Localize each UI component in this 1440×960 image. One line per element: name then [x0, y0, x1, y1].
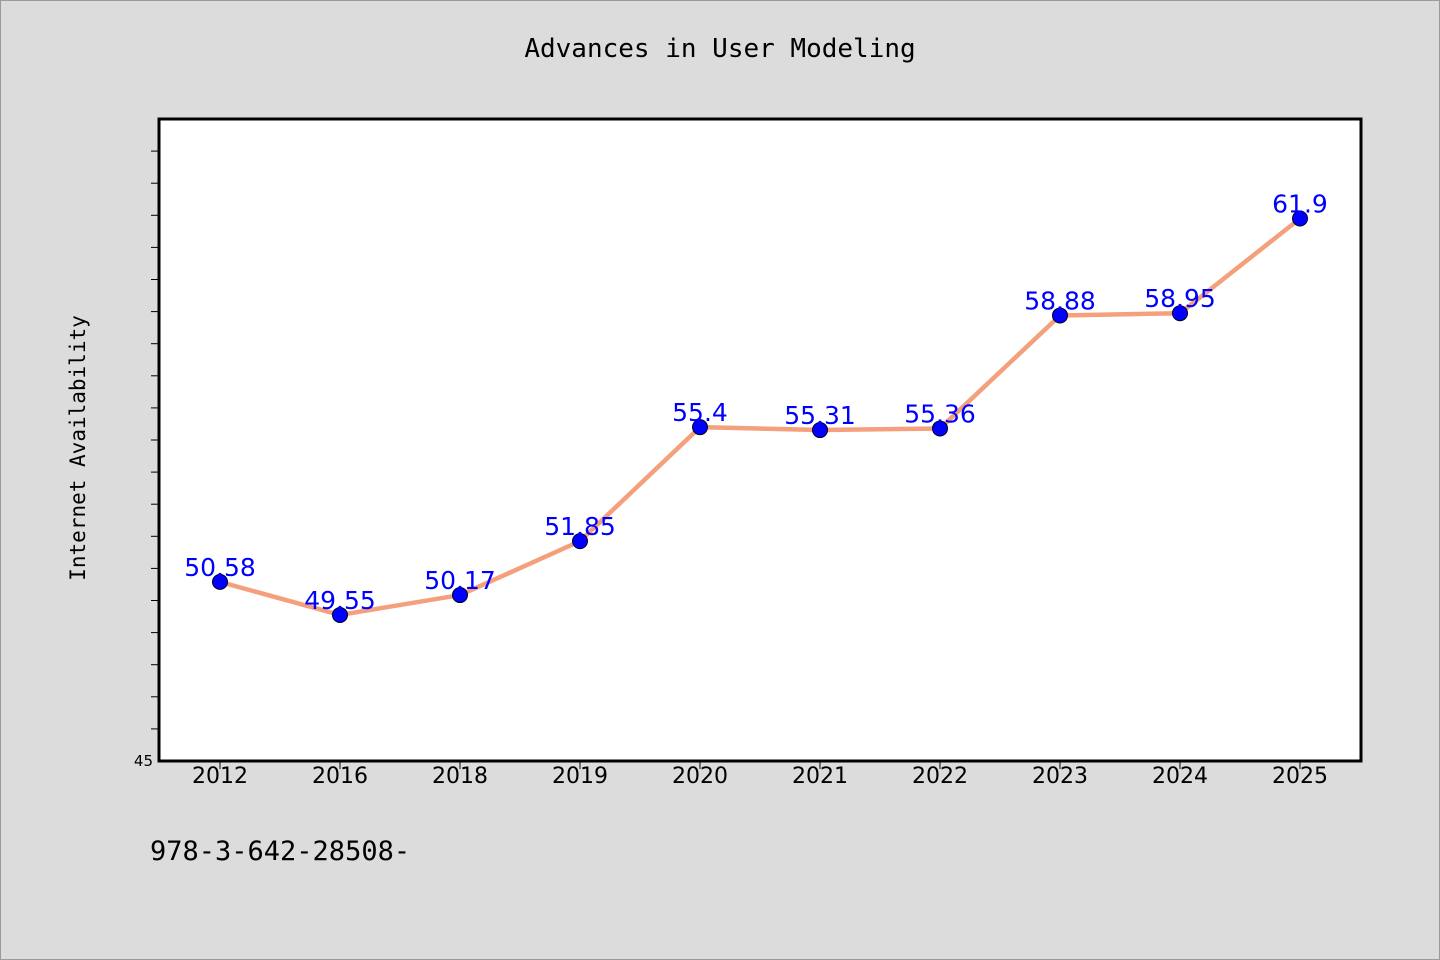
x-tick-label: 2016	[312, 764, 368, 789]
data-label: 61.9	[1272, 190, 1328, 219]
x-tick-label: 2019	[552, 764, 608, 789]
data-point	[332, 606, 348, 623]
data-label: 55.31	[784, 401, 856, 430]
x-tick-label: 2022	[912, 764, 968, 789]
y-axis-ticks: 45	[134, 150, 159, 770]
x-tick-label: 2024	[1152, 764, 1208, 789]
plot-area	[157, 117, 1363, 763]
x-axis-ticks: 2012 2016 2018 2019 2020 2021 2022 2023 2024 2025	[192, 761, 1328, 789]
data-point	[452, 587, 468, 604]
data-point	[932, 420, 948, 437]
data-label-layer: 50.58 49.55 50.17 51.85 55.4 55.31 55.36 58.88 5…	[184, 190, 1328, 615]
x-tick-label: 2025	[1272, 764, 1328, 789]
x-tick-label: 2023	[1032, 764, 1088, 789]
x-tick-label: 2020	[672, 764, 728, 789]
data-label: 58.95	[1144, 284, 1216, 313]
data-point	[812, 422, 828, 439]
data-label: 58.88	[1024, 286, 1096, 315]
data-label: 55.36	[904, 399, 976, 428]
footer-note: 978-3-642-28508-	[150, 836, 411, 867]
chart-title: Advances in User Modeling	[524, 34, 916, 64]
data-label: 55.4	[672, 398, 728, 427]
data-point	[1172, 305, 1188, 322]
data-point	[572, 533, 588, 550]
series-layer	[212, 210, 1308, 623]
series-line	[217, 216, 1303, 618]
data-label: 49.55	[304, 586, 376, 615]
x-tick-label: 2012	[192, 764, 248, 789]
data-point	[692, 419, 708, 436]
data-label: 51.85	[544, 512, 616, 541]
data-point	[1292, 210, 1308, 227]
data-label: 50.17	[424, 566, 496, 595]
data-label: 50.58	[184, 553, 256, 582]
data-point	[212, 573, 228, 590]
x-tick-label: 2021	[792, 764, 848, 789]
y-tick-label: 45	[134, 752, 153, 770]
x-tick-label: 2018	[432, 764, 488, 789]
data-point	[1052, 307, 1068, 324]
